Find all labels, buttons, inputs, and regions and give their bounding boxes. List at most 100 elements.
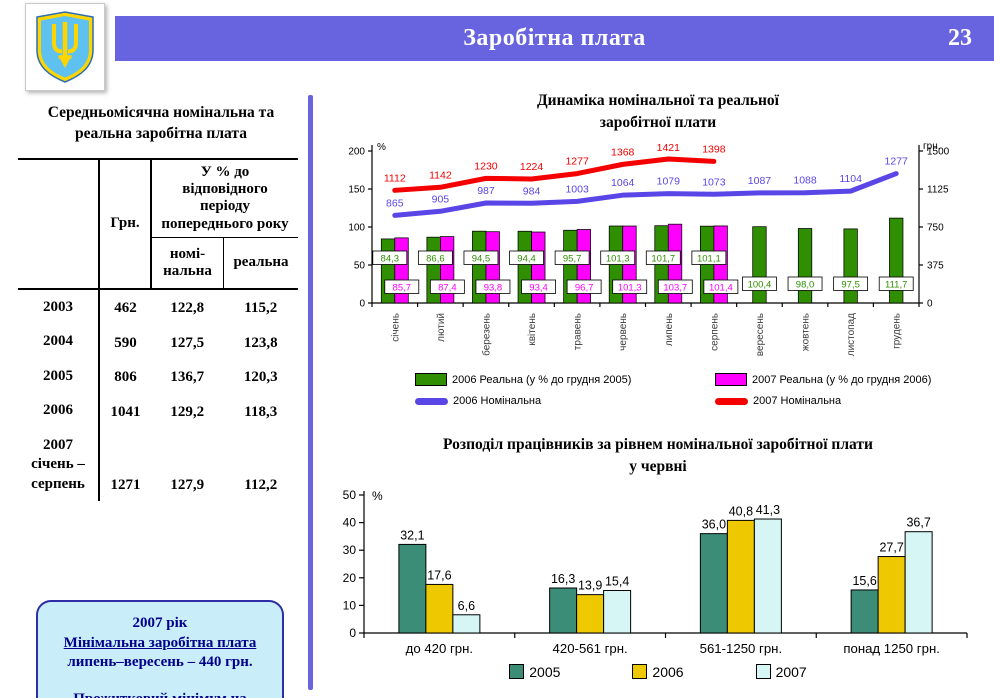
svg-text:0: 0: [359, 299, 365, 310]
svg-text:березень: березень: [480, 313, 492, 356]
svg-text:1368: 1368: [611, 147, 635, 159]
svg-text:93,8: 93,8: [484, 283, 503, 294]
svg-text:101,3: 101,3: [618, 283, 642, 294]
note-spacer: [44, 673, 276, 690]
svg-text:32,1: 32,1: [400, 528, 424, 542]
table-cell-nominal: 127,5: [170, 334, 205, 351]
svg-text:87,4: 87,4: [438, 283, 457, 294]
svg-text:93,4: 93,4: [529, 283, 548, 294]
legend-label: 2006 Реальна (у % до грудня 2005): [452, 373, 632, 386]
svg-text:1277: 1277: [885, 156, 909, 168]
svg-text:травень: травень: [573, 313, 584, 350]
line-swatch-icon: [415, 397, 448, 405]
svg-text:30: 30: [343, 543, 357, 557]
table-cell-real: 115,2: [244, 300, 278, 317]
svg-text:1277: 1277: [565, 156, 589, 168]
table-cell-period: 2004: [18, 324, 100, 359]
svg-text:1073: 1073: [702, 177, 726, 189]
bar-swatch-icon: [415, 373, 447, 387]
svg-text:16,3: 16,3: [551, 572, 575, 586]
table-cell-nominal: 129,2: [170, 403, 205, 420]
col-header-blank: [18, 158, 99, 290]
svg-text:101,1: 101,1: [697, 254, 721, 265]
svg-text:серпень: серпень: [709, 313, 720, 351]
legend-item: 2006: [632, 663, 684, 680]
svg-text:101,3: 101,3: [606, 254, 630, 265]
chart2-legend: 2005 2006 2007: [322, 664, 994, 680]
svg-text:1142: 1142: [429, 170, 452, 182]
svg-text:40,8: 40,8: [729, 504, 753, 518]
svg-text:101,7: 101,7: [651, 254, 675, 265]
svg-text:1421: 1421: [657, 142, 681, 154]
table-cell-grn: 462: [114, 300, 137, 317]
table-cell-real: 123,8: [243, 334, 278, 351]
svg-text:987: 987: [477, 185, 495, 197]
svg-text:1079: 1079: [657, 176, 681, 188]
note-line-min-wage: Мінімальна заробітна плата: [63, 634, 257, 651]
page-number: 23: [948, 25, 972, 51]
table-row: 2005 806 136,7 120,3: [18, 358, 298, 394]
svg-text:1112: 1112: [384, 173, 406, 185]
chart2-block: Розподіл працівників за рівнем номінальн…: [322, 434, 994, 680]
svg-text:10: 10: [343, 598, 357, 612]
legend-item: 2005: [509, 664, 560, 680]
square-swatch-icon: [509, 664, 525, 680]
svg-text:101,4: 101,4: [709, 283, 733, 294]
svg-text:36,0: 36,0: [702, 517, 726, 531]
svg-text:96,7: 96,7: [575, 283, 594, 294]
chart2-title: Розподіл працівників за рівнем номінальн…: [443, 436, 873, 476]
legend-label: 2006: [652, 663, 684, 680]
svg-text:150: 150: [348, 185, 365, 196]
svg-text:грн.: грн.: [923, 141, 941, 152]
table-cell-nominal: 127,9: [170, 477, 205, 494]
svg-text:1088: 1088: [793, 175, 817, 187]
line-swatch-icon: [715, 397, 748, 405]
table-cell-period: 2005: [18, 358, 100, 394]
legend-label: 2007 Реальна (у % до грудня 2006): [752, 373, 932, 386]
svg-text:1125: 1125: [927, 185, 949, 196]
svg-text:1064: 1064: [611, 178, 635, 190]
svg-text:750: 750: [927, 223, 944, 234]
col-header-nominal: номі- нальна: [151, 237, 224, 290]
table-cell-nominal: 122,8: [170, 300, 205, 317]
svg-text:до 420 грн.: до 420 грн.: [406, 641, 473, 656]
svg-text:січень: січень: [390, 313, 401, 342]
charts-panel: Динаміка номінальної та реальної заробіт…: [322, 90, 994, 680]
col-header-percent: У % до відповідного періоду попереднього…: [151, 158, 298, 238]
coat-of-arms-ukraine-icon: [36, 11, 94, 83]
svg-text:%: %: [377, 142, 386, 153]
svg-text:1398: 1398: [702, 144, 726, 156]
svg-text:100: 100: [348, 223, 365, 234]
svg-text:лютий: лютий: [436, 313, 447, 342]
svg-text:94,5: 94,5: [472, 254, 491, 265]
table-row: 2003 462 122,8 115,2: [18, 288, 298, 325]
svg-text:1230: 1230: [474, 161, 498, 173]
svg-text:20: 20: [343, 571, 357, 585]
svg-text:97,5: 97,5: [841, 280, 860, 291]
vertical-separator: [308, 95, 313, 690]
legend-item: 2006 Реальна (у % до грудня 2005): [415, 373, 715, 387]
chart1-legend: 2006 Реальна (у % до грудня 2005) 2007 Ре…: [415, 373, 994, 407]
note-line-year: 2007 рік: [132, 615, 188, 631]
svg-text:98,0: 98,0: [796, 280, 815, 291]
table-row: 2007 січень – серпень 1271 127,9 112,2: [18, 427, 298, 502]
svg-text:1500: 1500: [927, 147, 950, 158]
legend-label: 2007 Номінальна: [753, 395, 842, 408]
svg-text:86,6: 86,6: [426, 254, 445, 265]
header-bar: Заробітна плата 23: [115, 16, 994, 61]
legend-label: 2006 Номінальна: [453, 395, 542, 408]
svg-text:грудень: грудень: [892, 313, 903, 349]
line-series: 865 905 987 984 1003 1064 1079 1073 1087 1088 1104…: [384, 142, 909, 219]
table-cell-period: 2006: [18, 393, 100, 428]
svg-text:листопад: листопад: [846, 313, 857, 356]
svg-text:420-561 грн.: 420-561 грн.: [553, 641, 628, 656]
note-line-min-wage-value: липень–вересень – 440 грн.: [67, 654, 253, 670]
legend-label: 2005: [529, 663, 561, 680]
salary-table: Грн. У % до відповідного періоду поперед…: [18, 157, 298, 502]
table-cell-real: 118,3: [244, 403, 278, 420]
svg-text:95,7: 95,7: [563, 254, 582, 265]
legend-item: 2007: [755, 664, 807, 680]
bar-groups: 32,1 17,6 6,6 16,3 13,9 15,4 36,040,8 41,3 15,6 2…: [398, 503, 933, 634]
svg-text:41,3: 41,3: [756, 503, 780, 517]
svg-text:%: %: [372, 489, 383, 503]
